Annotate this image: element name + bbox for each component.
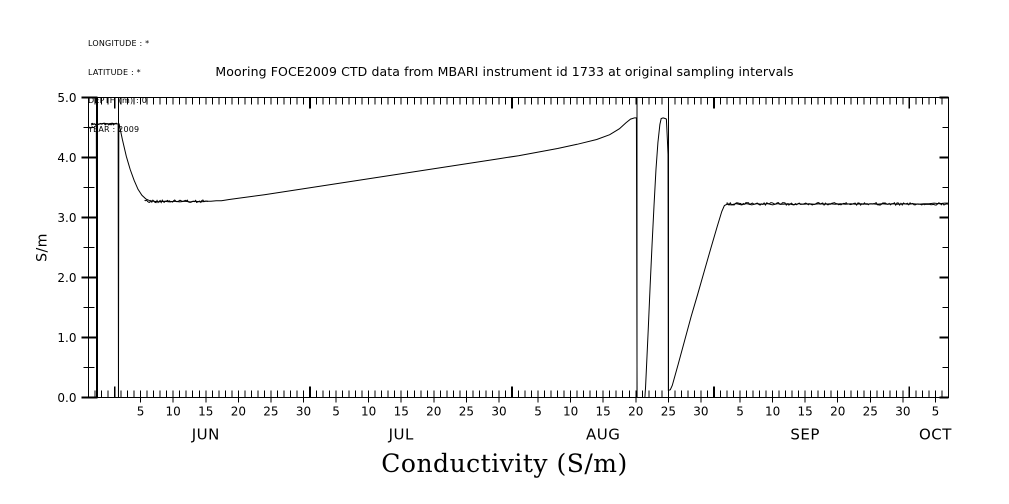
x-axis-month-label: SEP <box>790 426 820 444</box>
trace-noise-band <box>144 199 209 204</box>
x-tick-label: 5 <box>534 405 542 419</box>
y-tick-label: 2.0 <box>57 271 76 285</box>
x-tick-label: 15 <box>198 405 213 419</box>
x-tick-label: 25 <box>263 405 278 419</box>
x-tick-label: 10 <box>563 405 578 419</box>
metadata-latitude: LATITUDE : * <box>88 67 141 77</box>
x-tick-label: 20 <box>231 405 246 419</box>
x-tick-label: 30 <box>693 405 708 419</box>
plot-caption: Conductivity (S/m) <box>381 449 628 478</box>
x-tick-label: 15 <box>394 405 409 419</box>
y-tick-label: 3.0 <box>57 211 76 225</box>
conductivity-trace <box>90 117 949 398</box>
data-series-group <box>90 97 949 398</box>
metadata-year: YEAR : 2009 <box>88 124 140 134</box>
x-tick-label: 5 <box>137 405 145 419</box>
y-tick-label: 5.0 <box>57 91 76 105</box>
x-tick-label: 25 <box>661 405 676 419</box>
x-tick-label: 30 <box>296 405 311 419</box>
x-tick-label: 10 <box>361 405 376 419</box>
x-tick-label: 10 <box>765 405 780 419</box>
y-axis-label: S/m <box>35 233 51 262</box>
plot-tick-labels: 0.0 1.0 2.0 3.0 4.0 5.0 5 10 15 20 25 30 5 10 15 20 25 30… <box>35 91 952 444</box>
x-tick-label: 15 <box>596 405 611 419</box>
y-tick-label: 4.0 <box>57 151 76 165</box>
trace-noise-band <box>726 201 948 207</box>
trace-noise-band <box>90 122 117 126</box>
x-tick-label: 5 <box>932 405 940 419</box>
y-tick-label: 0.0 <box>57 391 76 405</box>
chart-title: Mooring FOCE2009 CTD data from MBARI ins… <box>215 64 794 79</box>
plot-ticks <box>81 96 949 403</box>
x-axis-month-label: OCT <box>919 426 952 444</box>
x-tick-label: 20 <box>628 405 643 419</box>
metadata-longitude: LONGITUDE : * <box>88 39 150 48</box>
x-tick-label: 5 <box>736 405 744 419</box>
x-axis-month-label: JUL <box>388 426 414 444</box>
plot-axes <box>87 96 950 399</box>
x-axis-month-label: JUN <box>191 426 220 444</box>
x-tick-label: 20 <box>426 405 441 419</box>
x-tick-label: 15 <box>798 405 813 419</box>
x-tick-label: 30 <box>491 405 506 419</box>
x-tick-label: 30 <box>895 405 910 419</box>
x-tick-label: 5 <box>332 405 340 419</box>
x-axis-month-label: AUG <box>586 426 620 444</box>
x-tick-label: 25 <box>863 405 878 419</box>
y-tick-label: 1.0 <box>57 331 76 345</box>
x-tick-label: 25 <box>459 405 474 419</box>
x-tick-label: 20 <box>830 405 845 419</box>
x-tick-label: 10 <box>166 405 181 419</box>
